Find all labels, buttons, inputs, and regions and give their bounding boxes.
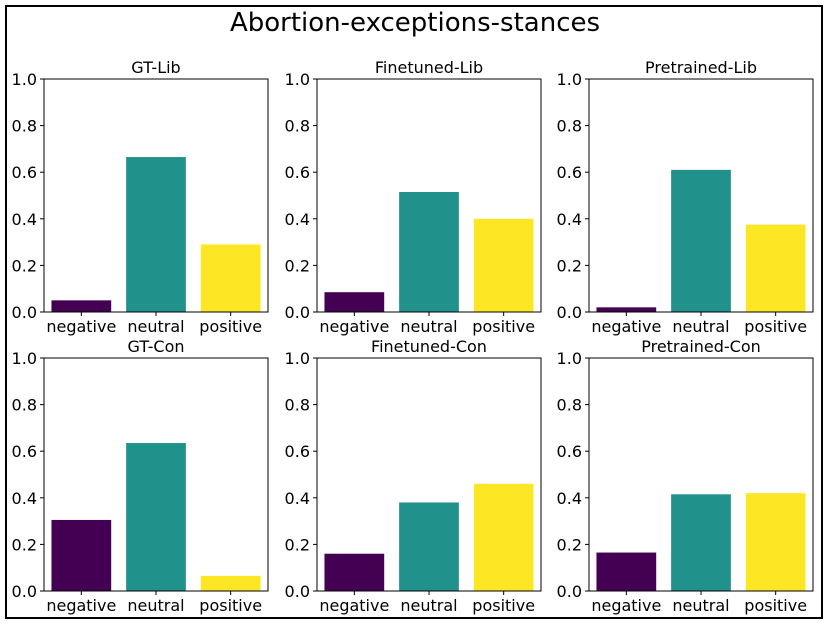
- x-tick-label: negative: [46, 317, 116, 336]
- x-tick-label: neutral: [672, 596, 729, 615]
- x-tick-label: negative: [591, 317, 661, 336]
- y-tick-label: 0.2: [285, 256, 310, 275]
- bar-negative: [596, 552, 657, 591]
- y-tick-label: 0.0: [557, 303, 582, 322]
- y-tick-label: 0.0: [12, 582, 37, 601]
- bar-neutral: [126, 443, 186, 591]
- chart-panel-3: 0.0 0.2 0.4 0.6 0.8 1.0 negative neutral positiv…: [557, 58, 814, 336]
- y-tick-label: 1.0: [285, 349, 310, 368]
- y-tick-label: 0.4: [557, 210, 582, 229]
- y-tick-label: 0.8: [285, 396, 310, 415]
- chart-panel-1: 0.0 0.2 0.4 0.6 0.8 1.0 negative neutral positiv…: [12, 58, 269, 336]
- y-tick-label: 0.8: [12, 117, 37, 136]
- y-tick-label: 0.0: [285, 582, 310, 601]
- y-tick-label: 0.0: [12, 303, 37, 322]
- y-tick-label: 0.2: [557, 256, 582, 275]
- subplot-title: Pretrained-Lib: [645, 58, 757, 77]
- y-tick-label: 0.6: [557, 442, 582, 461]
- bar-negative: [324, 553, 385, 591]
- x-tick-label: neutral: [400, 596, 457, 615]
- y-tick-label: 0.8: [285, 117, 310, 136]
- x-tick-label: positive: [472, 596, 535, 615]
- x-tick-label: negative: [46, 596, 116, 615]
- y-tick-label: 1.0: [285, 70, 310, 89]
- bar-positive: [200, 575, 261, 591]
- x-tick-label: neutral: [127, 317, 184, 336]
- x-tick-label: neutral: [672, 317, 729, 336]
- figure-title: Abortion-exceptions-stances: [229, 8, 601, 38]
- x-tick-label: negative: [319, 596, 389, 615]
- subplot-title: Finetuned-Con: [371, 337, 487, 356]
- y-tick-label: 1.0: [12, 70, 37, 89]
- x-tick-label: positive: [744, 317, 807, 336]
- chart-panel-4: 0.0 0.2 0.4 0.6 0.8 1.0 negative neutral positiv…: [12, 337, 269, 615]
- bar-positive: [473, 483, 534, 591]
- subplot-title: GT-Lib: [131, 58, 180, 77]
- chart-panel-5: 0.0 0.2 0.4 0.6 0.8 1.0 negative neutral positiv…: [285, 337, 542, 615]
- y-tick-label: 0.0: [285, 303, 310, 322]
- y-tick-label: 1.0: [12, 349, 37, 368]
- y-tick-label: 0.2: [285, 535, 310, 554]
- y-tick-label: 0.4: [285, 210, 310, 229]
- x-tick-label: positive: [199, 596, 262, 615]
- y-tick-label: 0.2: [557, 535, 582, 554]
- bar-neutral: [399, 192, 459, 312]
- y-tick-label: 0.2: [12, 535, 37, 554]
- y-tick-label: 0.6: [12, 442, 37, 461]
- y-tick-label: 1.0: [557, 70, 582, 89]
- bar-positive: [473, 218, 534, 312]
- y-tick-label: 0.4: [285, 489, 310, 508]
- y-tick-label: 0.4: [557, 489, 582, 508]
- bar-neutral: [126, 157, 186, 312]
- bar-neutral: [671, 169, 731, 312]
- subplot-title: Finetuned-Lib: [375, 58, 483, 77]
- bar-neutral: [671, 494, 731, 591]
- y-tick-label: 0.6: [285, 442, 310, 461]
- y-tick-label: 0.6: [557, 163, 582, 182]
- bar-positive: [745, 493, 806, 591]
- x-tick-label: negative: [319, 317, 389, 336]
- x-tick-label: neutral: [127, 596, 184, 615]
- bar-negative: [51, 519, 112, 591]
- x-tick-label: negative: [591, 596, 661, 615]
- x-tick-label: positive: [744, 596, 807, 615]
- x-tick-label: positive: [199, 317, 262, 336]
- y-tick-label: 1.0: [557, 349, 582, 368]
- subplot-title: Pretrained-Con: [641, 337, 761, 356]
- x-tick-label: positive: [472, 317, 535, 336]
- bar-negative: [51, 300, 112, 312]
- bar-negative: [324, 292, 385, 312]
- y-tick-label: 0.6: [285, 163, 310, 182]
- bar-positive: [200, 244, 261, 312]
- y-tick-label: 0.8: [557, 117, 582, 136]
- y-tick-label: 0.6: [12, 163, 37, 182]
- y-tick-label: 0.8: [12, 396, 37, 415]
- y-tick-label: 0.8: [557, 396, 582, 415]
- subplot-title: GT-Con: [127, 337, 184, 356]
- chart-panel-6: 0.0 0.2 0.4 0.6 0.8 1.0 negative neutral positiv…: [557, 337, 814, 615]
- y-tick-label: 0.0: [557, 582, 582, 601]
- y-tick-label: 0.4: [12, 210, 37, 229]
- x-tick-label: neutral: [400, 317, 457, 336]
- y-tick-label: 0.4: [12, 489, 37, 508]
- bar-neutral: [399, 502, 459, 591]
- bar-negative: [596, 307, 657, 312]
- chart-panel-2: 0.0 0.2 0.4 0.6 0.8 1.0 negative neutral positiv…: [285, 58, 542, 336]
- bar-positive: [745, 224, 806, 312]
- y-tick-label: 0.2: [12, 256, 37, 275]
